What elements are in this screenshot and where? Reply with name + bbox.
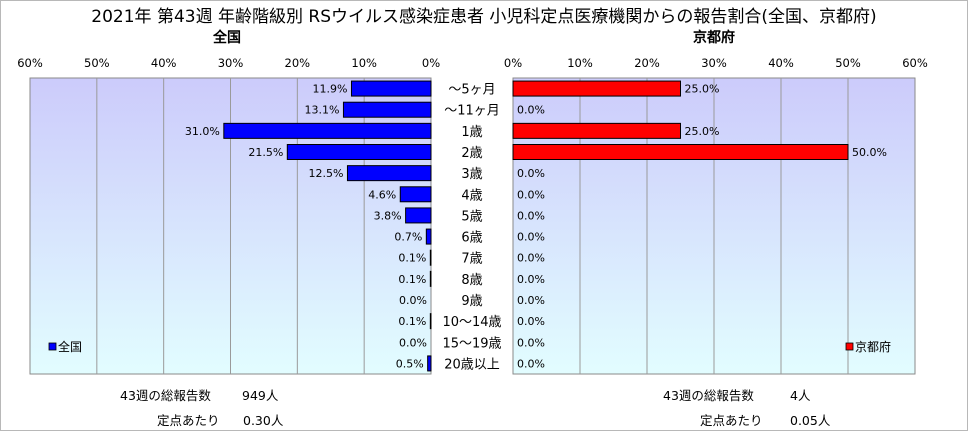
national-axis-tick: 20% xyxy=(285,56,311,70)
national-bar xyxy=(425,228,432,245)
kyoto-data-label: 50.0% xyxy=(852,146,887,159)
kyoto-data-label: 0.0% xyxy=(517,336,545,349)
kyoto-data-label: 0.0% xyxy=(517,104,545,117)
national-legend-label: 全国 xyxy=(58,339,82,354)
kyoto-data-label: 0.0% xyxy=(517,273,545,286)
category-label: 6歳 xyxy=(461,231,482,246)
kyoto-bar xyxy=(512,80,681,97)
category-label: 20歳以上 xyxy=(444,357,500,372)
national-bar xyxy=(346,165,432,182)
category-label: ～5ヶ月 xyxy=(448,83,495,98)
national-axis-tick: 30% xyxy=(218,56,244,70)
category-label: 9歳 xyxy=(461,294,482,309)
national-data-label: 4.6% xyxy=(368,188,396,201)
kyoto-axis-tick: 20% xyxy=(634,56,660,70)
kyoto-legend-swatch xyxy=(845,342,854,351)
category-label: 5歳 xyxy=(461,209,482,224)
national-bar xyxy=(286,144,432,160)
kyoto-data-label: 25.0% xyxy=(685,83,720,96)
national-bar xyxy=(427,355,432,372)
national-bar xyxy=(399,186,432,203)
national-bar xyxy=(405,207,432,224)
category-label: 4歳 xyxy=(461,188,482,203)
national-bar xyxy=(429,270,432,287)
category-label: 7歳 xyxy=(461,252,482,267)
category-label: 1歳 xyxy=(461,125,482,140)
national-bar xyxy=(342,101,432,118)
kyoto-data-label: 0.0% xyxy=(517,231,545,244)
kyoto-data-label: 0.0% xyxy=(517,252,545,265)
kyoto-axis-tick: 40% xyxy=(768,56,794,70)
national-bar xyxy=(429,249,432,266)
national-data-label: 3.8% xyxy=(374,209,402,222)
national-data-label: 0.1% xyxy=(398,273,426,286)
kyoto-data-label: 0.0% xyxy=(517,209,545,222)
kyoto-bar xyxy=(512,122,681,139)
national-axis-tick: 50% xyxy=(84,56,110,70)
kyoto-legend-label: 京都府 xyxy=(855,339,891,354)
category-label: 3歳 xyxy=(461,167,482,182)
national-per-site-label: 定点あたり xyxy=(157,413,220,428)
kyoto-per-site-label: 定点あたり xyxy=(700,413,763,428)
category-label: 8歳 xyxy=(461,273,482,288)
national-data-label: 0.0% xyxy=(399,336,427,349)
kyoto-per-site-value: 0.05人 xyxy=(790,413,831,428)
category-label: 2歳 xyxy=(461,146,482,161)
national-axis-tick: 40% xyxy=(151,56,177,70)
kyoto-total-reports-value: 4人 xyxy=(790,388,811,403)
kyoto-panel-title: 京都府 xyxy=(693,30,735,46)
kyoto-data-label: 0.0% xyxy=(517,188,545,201)
national-data-label: 0.1% xyxy=(398,315,426,328)
national-data-label: 21.5% xyxy=(248,146,283,159)
national-panel-title: 全国 xyxy=(213,30,241,46)
national-data-label: 11.9% xyxy=(313,83,348,96)
national-data-label: 0.1% xyxy=(398,252,426,265)
national-data-label: 0.0% xyxy=(399,294,427,307)
kyoto-bar xyxy=(512,144,849,160)
national-per-site-value: 0.30人 xyxy=(243,413,284,428)
national-axis-tick: 10% xyxy=(351,56,377,70)
kyoto-axis-tick: 10% xyxy=(567,56,593,70)
national-data-label: 12.5% xyxy=(309,167,344,180)
kyoto-data-label: 0.0% xyxy=(517,294,545,307)
national-bar xyxy=(429,313,432,330)
kyoto-data-label: 0.0% xyxy=(517,167,545,180)
national-bar xyxy=(223,122,432,139)
category-label: 15～19歳 xyxy=(442,336,501,351)
national-axis-tick: 0% xyxy=(422,56,440,70)
category-label: 10～14歳 xyxy=(442,315,501,330)
national-legend-swatch xyxy=(48,342,57,351)
category-label: ～11ヶ月 xyxy=(444,104,500,119)
kyoto-axis-tick: 50% xyxy=(835,56,861,70)
kyoto-data-label: 0.0% xyxy=(517,315,545,328)
national-total-reports-label: 43週の総報告数 xyxy=(120,388,211,403)
kyoto-axis-tick: 30% xyxy=(701,56,727,70)
national-data-label: 13.1% xyxy=(304,104,339,117)
chart-title: 2021年 第43週 年齢階級別 RSウイルス感染症患者 小児科定点医療機関から… xyxy=(91,7,877,27)
national-data-label: 0.7% xyxy=(394,231,422,244)
national-axis-tick: 60% xyxy=(17,56,43,70)
national-data-label: 31.0% xyxy=(185,125,220,138)
kyoto-axis-tick: 60% xyxy=(902,56,928,70)
kyoto-total-reports-label: 43週の総報告数 xyxy=(663,388,754,403)
kyoto-data-label: 25.0% xyxy=(685,125,720,138)
national-bar xyxy=(350,80,432,97)
kyoto-axis-tick: 0% xyxy=(504,56,522,70)
national-data-label: 0.5% xyxy=(396,357,424,370)
kyoto-data-label: 0.0% xyxy=(517,357,545,370)
national-total-reports-value: 949人 xyxy=(242,388,279,403)
